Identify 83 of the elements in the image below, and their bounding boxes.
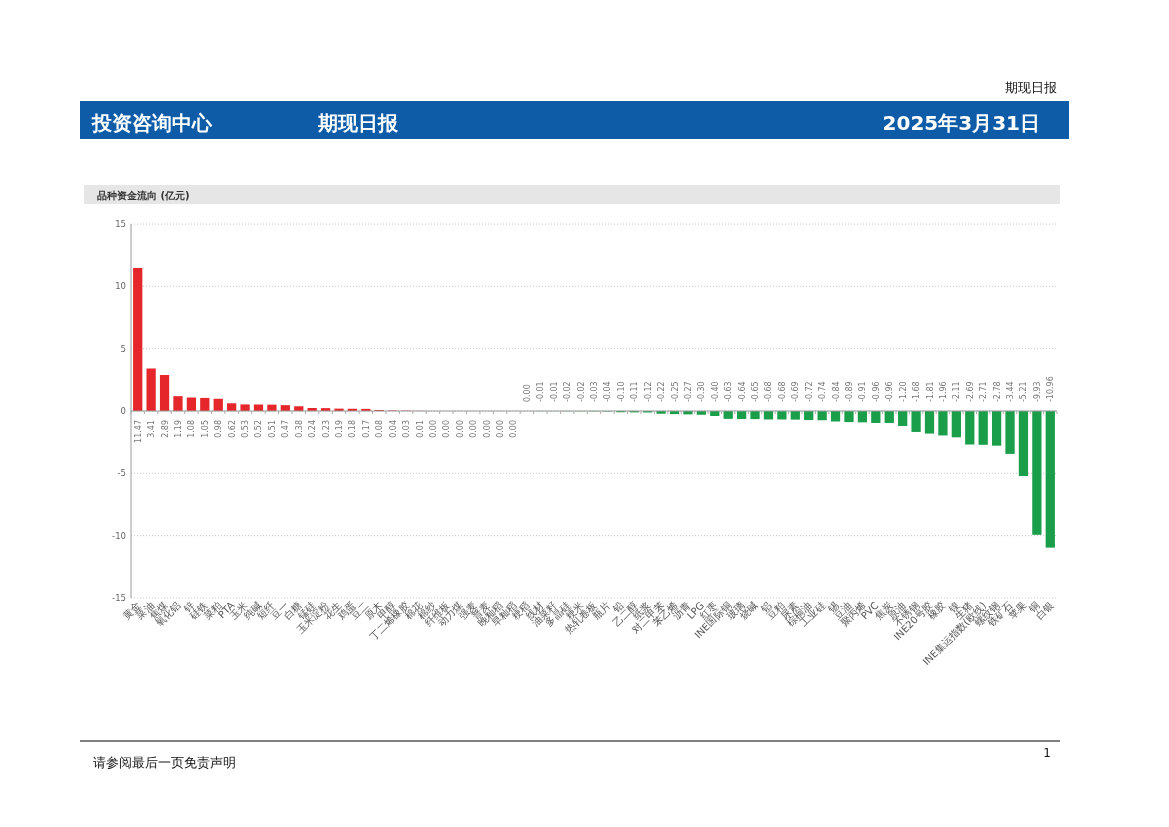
data-label: 1.08 bbox=[187, 420, 197, 438]
data-label: 0.18 bbox=[348, 420, 358, 438]
data-label: -5.21 bbox=[1019, 381, 1029, 402]
data-label: -2.71 bbox=[979, 381, 989, 402]
data-label: 0.23 bbox=[321, 420, 331, 438]
data-label: -0.02 bbox=[576, 381, 586, 402]
data-label: 0.03 bbox=[402, 420, 412, 438]
annotation: 期现日报 bbox=[318, 111, 398, 135]
annotation: 投资咨询中心 bbox=[92, 111, 212, 135]
data-label: 0.53 bbox=[241, 420, 251, 438]
data-label: -0.22 bbox=[657, 381, 667, 402]
ytick-label: 10 bbox=[115, 281, 126, 292]
data-label: -0.63 bbox=[724, 381, 734, 402]
data-label: 0.17 bbox=[361, 420, 371, 438]
data-label: 1.05 bbox=[200, 420, 210, 438]
ytick-label: 15 bbox=[115, 219, 126, 229]
data-label: 3.41 bbox=[147, 420, 157, 438]
data-label: -0.27 bbox=[683, 381, 693, 402]
data-label: -2.69 bbox=[965, 381, 975, 402]
data-label: 0.00 bbox=[442, 420, 452, 438]
data-label: -1.20 bbox=[898, 381, 908, 402]
title: 品种资金流向 (亿元) bbox=[97, 190, 190, 201]
data-label: -1.68 bbox=[912, 381, 922, 402]
annotation: 1 bbox=[1043, 746, 1051, 760]
data-label: -10.96 bbox=[1046, 376, 1056, 402]
data-label: -0.89 bbox=[845, 381, 854, 402]
data-label: 0.00 bbox=[482, 420, 492, 438]
data-label: -0.02 bbox=[563, 381, 573, 402]
ytick-label: 5 bbox=[120, 343, 126, 354]
data-label: 0.38 bbox=[294, 420, 304, 438]
data-label: 0.00 bbox=[496, 420, 506, 438]
data-label: -0.30 bbox=[697, 381, 707, 402]
data-label: 0.01 bbox=[415, 420, 425, 438]
data-label: -0.74 bbox=[818, 381, 828, 402]
data-label: 0.04 bbox=[388, 420, 398, 438]
data-label: -0.03 bbox=[590, 381, 599, 402]
data-label: 0.00 bbox=[522, 384, 532, 402]
data-label: 0.62 bbox=[227, 420, 237, 438]
data-label: -2.78 bbox=[992, 381, 1002, 402]
data-label: 0.00 bbox=[428, 420, 438, 438]
data-label: -0.84 bbox=[831, 381, 841, 402]
data-label: 1.19 bbox=[173, 420, 183, 438]
ytick-label: -15 bbox=[112, 593, 126, 603]
data-label: 11.47 bbox=[133, 420, 143, 443]
data-label: -0.64 bbox=[737, 381, 747, 402]
data-label: -0.96 bbox=[885, 381, 895, 402]
ytick-label: -10 bbox=[112, 530, 126, 541]
data-label: -0.04 bbox=[603, 381, 613, 402]
data-label: -0.25 bbox=[670, 381, 680, 402]
data-label: 0.52 bbox=[254, 420, 264, 438]
data-label: -0.11 bbox=[630, 381, 640, 402]
ytick-label: 0 bbox=[120, 406, 126, 416]
data-label: -1.81 bbox=[925, 381, 935, 402]
data-label: -1.96 bbox=[938, 381, 948, 402]
data-label: -2.11 bbox=[952, 381, 962, 402]
data-label: -0.91 bbox=[858, 381, 868, 402]
data-label: 0.08 bbox=[375, 420, 385, 438]
data-label: -0.69 bbox=[791, 381, 801, 402]
data-label: -0.10 bbox=[616, 381, 626, 402]
data-label: -0.01 bbox=[536, 381, 546, 402]
data-label: 0.47 bbox=[281, 420, 291, 438]
data-label: -9.93 bbox=[1032, 381, 1042, 402]
annotation: 请参阅最后一页免责声明 bbox=[93, 755, 236, 770]
data-label: -0.68 bbox=[764, 381, 774, 402]
data-label: 0.51 bbox=[267, 420, 277, 438]
annotation: 2025年3月31日 bbox=[882, 111, 1040, 135]
data-label: -0.68 bbox=[777, 381, 787, 402]
data-label: -0.12 bbox=[643, 381, 653, 402]
data-label: 0.00 bbox=[455, 420, 465, 438]
ytick-label: -5 bbox=[117, 468, 126, 479]
data-label: -3.44 bbox=[1006, 381, 1016, 402]
annotation: 期现日报 bbox=[1005, 80, 1057, 95]
data-label: 0.24 bbox=[308, 420, 318, 438]
data-label: 0.00 bbox=[469, 420, 479, 438]
data-label: -0.01 bbox=[549, 381, 559, 402]
data-label: -0.40 bbox=[710, 381, 720, 402]
data-label: 0.19 bbox=[335, 420, 344, 438]
data-label: -0.65 bbox=[751, 381, 761, 402]
data-label: 2.89 bbox=[160, 420, 170, 438]
data-label: 0.00 bbox=[509, 420, 519, 438]
data-label: -0.72 bbox=[804, 381, 814, 402]
data-label: 0.98 bbox=[214, 420, 224, 438]
data-label: -0.96 bbox=[871, 381, 881, 402]
